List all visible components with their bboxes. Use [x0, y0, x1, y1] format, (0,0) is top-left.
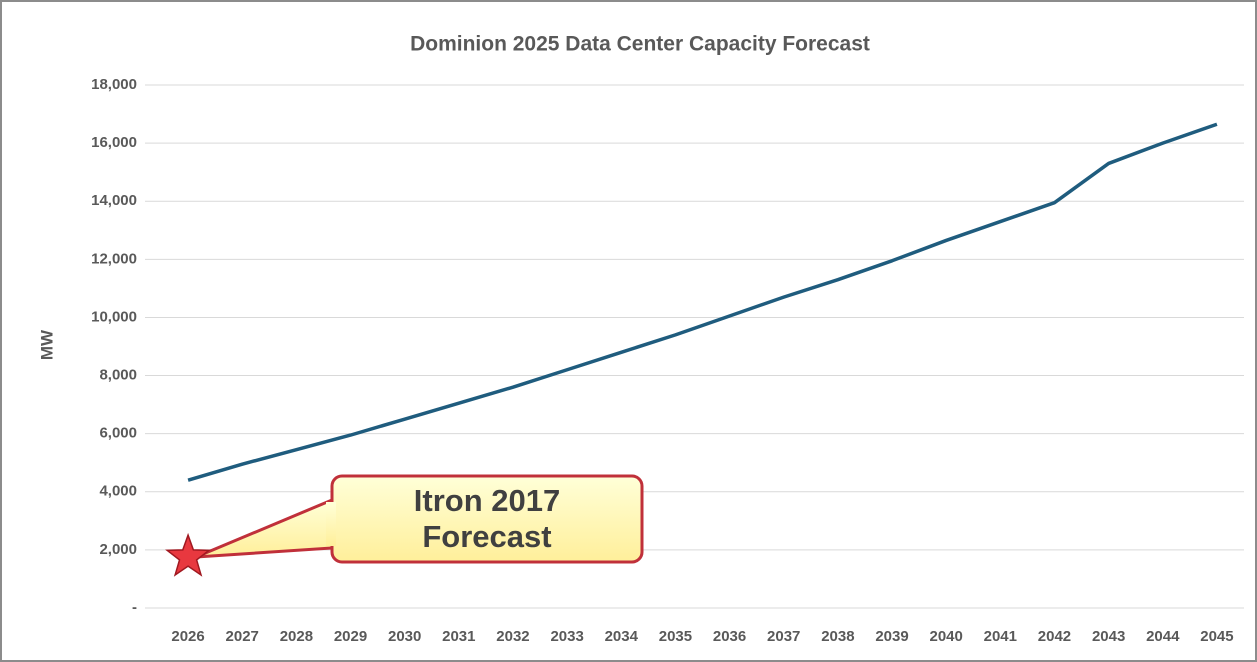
- marks: [187, 122, 1218, 482]
- x-tick-label: 2042: [1038, 628, 1071, 645]
- callout-join: [326, 502, 336, 546]
- x-tick-label: 2027: [226, 628, 259, 645]
- x-tick-label: 2033: [550, 628, 583, 645]
- x-tick-label: 2038: [821, 628, 854, 645]
- grid: [145, 84, 1244, 609]
- y-tick-label: -: [132, 599, 137, 616]
- x-tick-label: 2030: [388, 628, 421, 645]
- y-tick-label: 10,000: [91, 308, 137, 325]
- y-tick-label: 8,000: [99, 367, 137, 384]
- y-tick-label: 2,000: [99, 541, 137, 558]
- y-tick-label: 6,000: [99, 425, 137, 442]
- x-tick-label: 2039: [875, 628, 908, 645]
- x-tick-label: 2031: [442, 628, 475, 645]
- y-tick-label: 12,000: [91, 250, 137, 267]
- x-tick-label: 2028: [280, 628, 313, 645]
- y-tick-label: 4,000: [99, 483, 137, 500]
- x-tick-label: 2037: [767, 628, 800, 645]
- x-tick-label: 2026: [171, 628, 204, 645]
- y-axis-label: MW: [37, 329, 56, 360]
- x-tick-label: 2032: [496, 628, 529, 645]
- y-tick-label: 16,000: [91, 134, 137, 151]
- x-tick-label: 2035: [659, 628, 692, 645]
- x-tick-label: 2036: [713, 628, 746, 645]
- x-tick-label: 2041: [984, 628, 1017, 645]
- y-tick-label: 18,000: [91, 76, 137, 93]
- x-tick-label: 2029: [334, 628, 367, 645]
- callout-text: Itron 2017 Forecast: [413, 483, 561, 554]
- star-marker: [165, 532, 212, 577]
- x-tick-label: 2034: [605, 628, 639, 645]
- y-tick-label: 14,000: [91, 192, 137, 209]
- x-tick-label: 2045: [1200, 628, 1233, 645]
- line: [187, 122, 1218, 482]
- chart-title: Dominion 2025 Data Center Capacity Forec…: [410, 33, 870, 56]
- x-tick-label: 2043: [1092, 628, 1125, 645]
- x-tick-label: 2040: [929, 628, 962, 645]
- x-tick-label: 2044: [1146, 628, 1180, 645]
